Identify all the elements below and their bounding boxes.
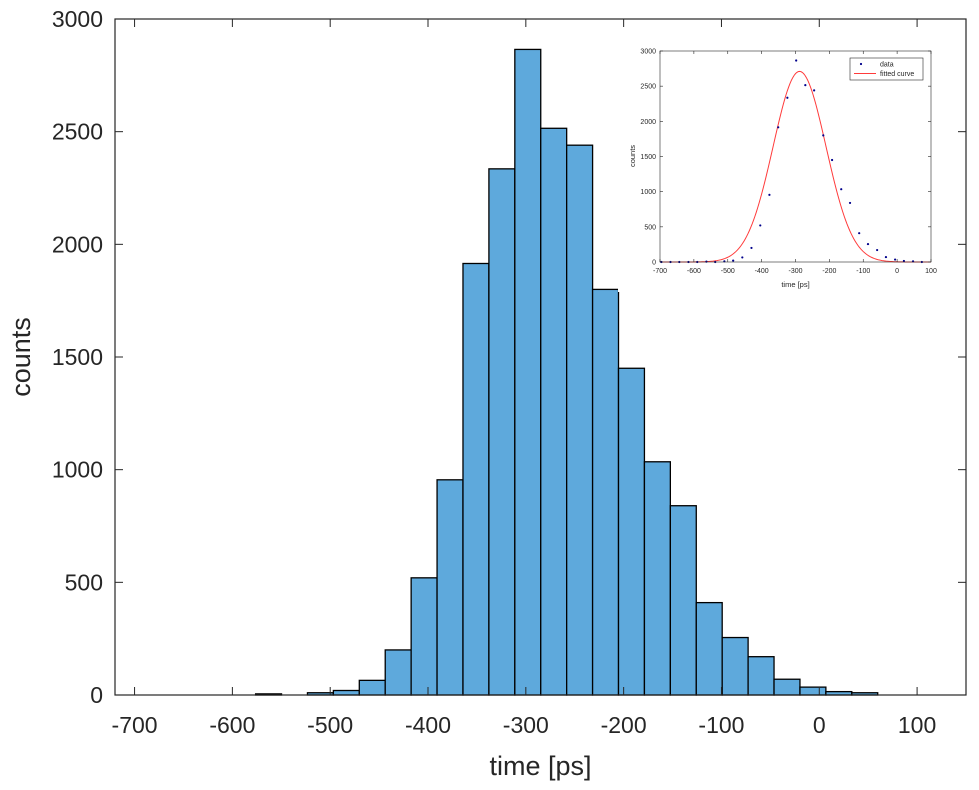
x-tick-label: -500 bbox=[307, 712, 353, 738]
main-x-axis-title: time [ps] bbox=[489, 751, 591, 781]
y-tick-label: 3000 bbox=[52, 6, 103, 32]
histogram-bar bbox=[384, 649, 412, 696]
histogram-bar bbox=[617, 367, 646, 696]
data-point bbox=[732, 259, 735, 262]
inset-plot-area bbox=[660, 51, 931, 262]
inset-x-tick-label: 0 bbox=[895, 268, 899, 275]
data-point bbox=[902, 259, 906, 263]
inset-y-tick-label: 500 bbox=[644, 224, 656, 231]
inset-x-tick-label: -600 bbox=[687, 268, 701, 275]
data-point bbox=[893, 258, 897, 261]
inset-y-tick-label: 2000 bbox=[640, 119, 656, 126]
histogram-bar bbox=[514, 48, 542, 696]
inset-x-tick-label: -400 bbox=[755, 268, 769, 275]
inset-x-axis-title: time [ps] bbox=[781, 280, 809, 289]
legend-data-label: data bbox=[880, 62, 894, 69]
x-tick-label: -200 bbox=[601, 712, 647, 738]
data-point bbox=[813, 89, 816, 92]
inset-y-tick-label: 1000 bbox=[640, 189, 656, 196]
legend-data-marker bbox=[859, 62, 863, 66]
y-tick-label: 1000 bbox=[52, 457, 103, 483]
inset-x-tick-label: -500 bbox=[721, 268, 735, 275]
histogram-bar bbox=[799, 686, 827, 696]
y-tick-label: 2000 bbox=[52, 231, 103, 257]
y-tick-label: 0 bbox=[90, 682, 103, 708]
data-point bbox=[848, 201, 852, 205]
data-point bbox=[858, 232, 861, 235]
inset-y-axis-title: counts bbox=[628, 145, 637, 167]
data-point bbox=[795, 59, 798, 62]
histogram-bar bbox=[669, 505, 697, 696]
inset-x-tick-label: -100 bbox=[856, 268, 870, 275]
inset-x-tick-label: 100 bbox=[925, 268, 937, 275]
inset-x-tick-label: -200 bbox=[822, 268, 836, 275]
x-tick-label: -600 bbox=[209, 712, 255, 738]
histogram-bar bbox=[488, 168, 516, 696]
main-x-ticks: -700 -600 -500 -400 -300 -200 -100 0 100 bbox=[112, 19, 936, 738]
data-point bbox=[804, 84, 807, 87]
x-tick-label: 100 bbox=[898, 712, 936, 738]
data-point bbox=[830, 158, 834, 162]
main-bars bbox=[254, 48, 879, 696]
data-point bbox=[866, 242, 870, 246]
histogram-bar bbox=[747, 656, 775, 696]
inset-y-ticks: 0 500 1000 1500 2000 2500 3000 bbox=[640, 49, 931, 267]
inset-x-tick-label: -300 bbox=[788, 268, 802, 275]
y-tick-label: 1500 bbox=[52, 344, 103, 370]
histogram-bar bbox=[643, 461, 672, 696]
histogram-bar bbox=[462, 262, 490, 696]
data-point bbox=[822, 134, 825, 137]
histogram-bar bbox=[540, 127, 568, 696]
data-point bbox=[759, 224, 762, 227]
inset-y-tick-label: 3000 bbox=[640, 49, 656, 56]
histogram-bar bbox=[566, 144, 594, 696]
histogram-bar bbox=[410, 577, 438, 696]
fitted-curve-line bbox=[660, 70, 931, 263]
legend-fit-label: fitted curve bbox=[880, 71, 914, 78]
data-point bbox=[768, 193, 771, 196]
data-point bbox=[884, 255, 888, 259]
inset-y-tick-label: 1500 bbox=[640, 154, 656, 161]
inset-x-tick-label: -700 bbox=[653, 268, 667, 275]
inset-y-tick-label: 0 bbox=[652, 260, 656, 267]
histogram-bar bbox=[436, 479, 464, 696]
data-point bbox=[777, 126, 780, 129]
inset-y-tick-label: 2500 bbox=[640, 84, 656, 91]
data-point bbox=[750, 246, 753, 250]
data-point bbox=[840, 188, 843, 191]
data-point bbox=[705, 260, 708, 263]
inset-x-ticks: -700 -600 -500 -400 -300 -200 -100 0 100 bbox=[653, 51, 937, 275]
y-tick-label: 2500 bbox=[52, 119, 103, 145]
legend-box bbox=[849, 57, 924, 81]
x-tick-label: -300 bbox=[503, 712, 549, 738]
histogram-bar bbox=[773, 678, 801, 696]
main-y-axis-title: counts bbox=[6, 317, 36, 397]
x-tick-label: -100 bbox=[698, 712, 744, 738]
x-tick-label: 0 bbox=[813, 712, 826, 738]
inset-legend: data fitted curve bbox=[849, 57, 924, 81]
y-tick-label: 500 bbox=[65, 569, 103, 595]
data-point bbox=[786, 96, 789, 99]
x-tick-label: -700 bbox=[112, 712, 158, 738]
histogram-bar bbox=[721, 636, 749, 696]
data-point bbox=[741, 256, 744, 259]
histogram-bar bbox=[591, 288, 620, 696]
data-point bbox=[876, 248, 879, 252]
x-tick-label: -400 bbox=[405, 712, 451, 738]
histogram-bar bbox=[695, 601, 723, 696]
histogram-bar bbox=[358, 679, 386, 696]
inset-fit-chart: -700 -600 -500 -400 -300 -200 -100 0 100 0 500 100… bbox=[618, 30, 956, 292]
histogram-bar bbox=[332, 689, 360, 696]
